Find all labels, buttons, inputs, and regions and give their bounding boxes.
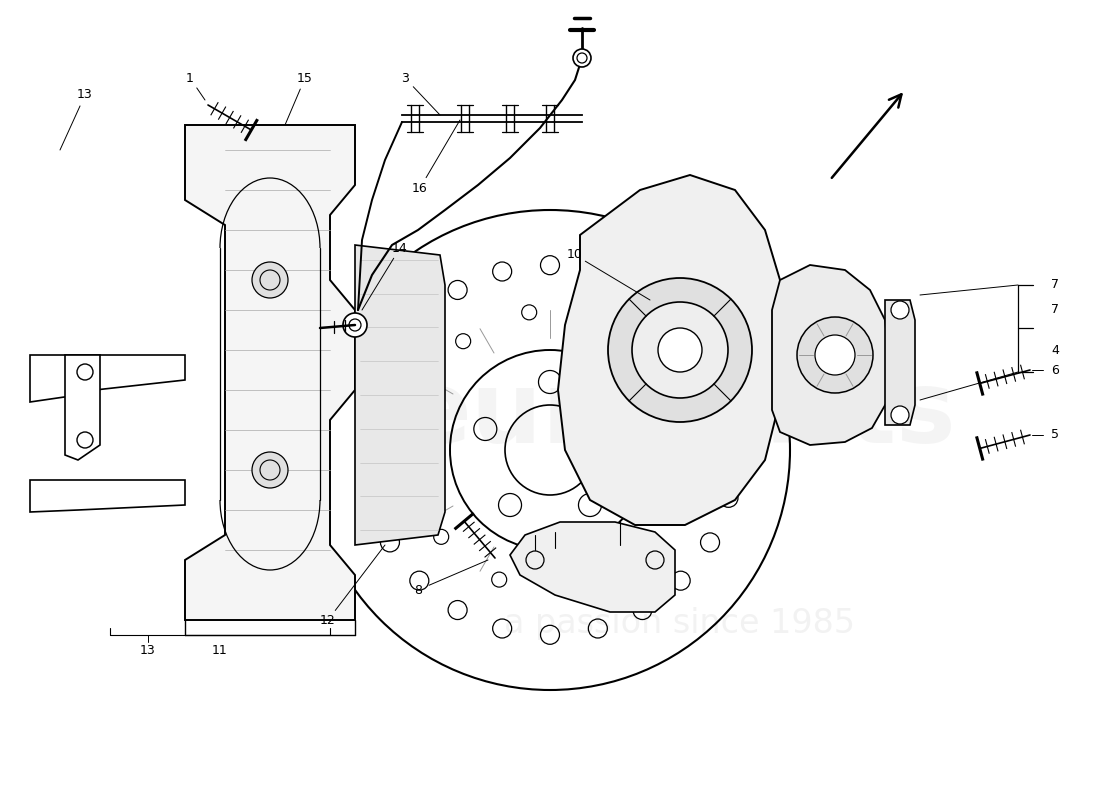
- Polygon shape: [30, 480, 185, 512]
- Text: 8: 8: [414, 583, 422, 597]
- Circle shape: [573, 49, 591, 67]
- Circle shape: [891, 301, 909, 319]
- Text: 15: 15: [297, 71, 312, 85]
- Text: 16: 16: [412, 182, 428, 194]
- Text: 13: 13: [140, 643, 156, 657]
- Text: 1: 1: [186, 71, 194, 85]
- Polygon shape: [558, 175, 780, 525]
- Text: 14: 14: [392, 242, 408, 254]
- Polygon shape: [886, 300, 915, 425]
- Polygon shape: [355, 245, 446, 545]
- Circle shape: [891, 406, 909, 424]
- Circle shape: [632, 302, 728, 398]
- Text: a passion since 1985: a passion since 1985: [505, 607, 856, 641]
- Polygon shape: [510, 522, 675, 612]
- Polygon shape: [772, 265, 888, 445]
- Circle shape: [658, 328, 702, 372]
- Polygon shape: [185, 125, 355, 620]
- Circle shape: [252, 262, 288, 298]
- Text: 12: 12: [320, 614, 336, 626]
- Circle shape: [343, 313, 367, 337]
- Circle shape: [815, 335, 855, 375]
- Circle shape: [798, 317, 873, 393]
- Polygon shape: [30, 355, 185, 402]
- Text: 5: 5: [1050, 429, 1059, 442]
- Circle shape: [252, 452, 288, 488]
- Polygon shape: [65, 355, 100, 460]
- Circle shape: [608, 278, 752, 422]
- Text: 10: 10: [568, 249, 583, 262]
- Text: 11: 11: [212, 643, 228, 657]
- Text: 13: 13: [77, 89, 92, 102]
- Text: 7: 7: [1050, 303, 1059, 317]
- Text: 6: 6: [1052, 363, 1059, 377]
- Text: europarts: europarts: [404, 367, 956, 465]
- Text: 4: 4: [1052, 343, 1059, 357]
- Text: 3: 3: [402, 71, 409, 85]
- Text: 7: 7: [1050, 278, 1059, 291]
